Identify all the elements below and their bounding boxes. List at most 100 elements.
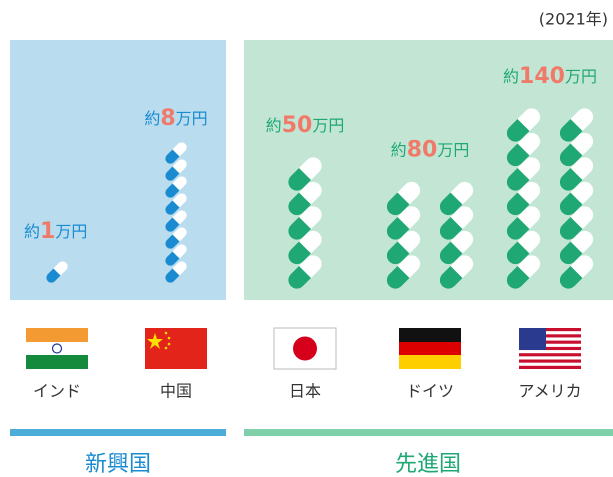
emerging-panel (10, 40, 226, 300)
pill-color (439, 265, 463, 289)
pill-color (559, 192, 583, 216)
pill-color (386, 241, 410, 265)
pill-color (165, 251, 180, 266)
pill-color (288, 216, 312, 240)
label-number: 80 (407, 138, 438, 163)
country-name: 中国 (160, 382, 192, 401)
pill-color (288, 265, 312, 289)
pill (288, 157, 322, 191)
pill (506, 255, 541, 289)
pill (386, 181, 421, 216)
label-unit: 万円 (437, 140, 469, 159)
pill (288, 206, 322, 240)
pill-color (165, 183, 180, 198)
pill (165, 261, 187, 283)
pill-stack (506, 108, 594, 289)
pill-color (506, 216, 530, 240)
pill (559, 230, 594, 265)
emerging-bar (10, 429, 226, 436)
pill (439, 230, 474, 265)
pill-color (386, 265, 410, 289)
pill-color (506, 241, 530, 265)
pill (559, 206, 594, 240)
pill (165, 159, 187, 181)
country-name: アメリカ (518, 382, 581, 401)
pill (559, 108, 594, 142)
label-number: 140 (519, 64, 565, 89)
pill-stack (386, 181, 474, 289)
country-name: 日本 (289, 382, 321, 401)
pill (559, 157, 594, 191)
pill (288, 255, 322, 289)
pill-color (439, 241, 463, 265)
label-number: 1 (40, 219, 55, 244)
pill (439, 181, 474, 216)
label-unit: 万円 (55, 222, 87, 241)
pill-color (506, 167, 530, 191)
flag-germany (399, 328, 461, 369)
pill (165, 193, 187, 215)
pill-stack (46, 261, 68, 283)
pill (506, 181, 541, 216)
year-note: (2021年) (539, 10, 608, 29)
value-label: 約8万円 (144, 106, 207, 131)
pill (506, 230, 541, 265)
developed-bar (244, 429, 613, 436)
label-prefix: 約 (144, 109, 160, 128)
pill (165, 142, 187, 164)
pill-color (386, 216, 410, 240)
pill-white (288, 206, 322, 240)
pill (165, 210, 187, 232)
pill-color (165, 149, 180, 164)
pill-color (506, 265, 530, 289)
pill-color (559, 143, 583, 167)
value-label: 約140万円 (503, 64, 597, 89)
pill (559, 181, 594, 216)
pill-color (288, 192, 312, 216)
label-unit: 万円 (565, 67, 597, 86)
pill-color (288, 241, 312, 265)
pill-stack (288, 157, 322, 289)
pill-color (506, 118, 530, 142)
pill-color (506, 143, 530, 167)
pill-color (559, 118, 583, 142)
pill (439, 206, 474, 240)
pill-color (165, 217, 180, 232)
pill (165, 244, 187, 266)
flag-india (26, 328, 88, 369)
pill (288, 230, 322, 265)
pill (386, 230, 421, 265)
label-prefix: 約 (391, 140, 407, 159)
pill (559, 132, 594, 167)
pill-color (559, 265, 583, 289)
pill-color (559, 241, 583, 265)
pill-color (559, 167, 583, 191)
pill (506, 157, 541, 191)
group-label: 先進国 (395, 452, 461, 477)
label-unit: 万円 (312, 116, 344, 135)
pill-color (165, 166, 180, 181)
pill (506, 206, 541, 240)
value-label: 約80万円 (391, 138, 470, 163)
label-number: 8 (160, 106, 175, 131)
pill-color (46, 268, 61, 283)
pill-color (439, 192, 463, 216)
value-label: 約1万円 (24, 219, 87, 244)
label-number: 50 (282, 113, 313, 138)
pill-color (559, 216, 583, 240)
pill-color (165, 234, 180, 249)
pill (386, 255, 421, 289)
group-label: 新興国 (85, 452, 151, 477)
pill (46, 261, 68, 283)
label-unit: 万円 (176, 109, 208, 128)
pill-color (288, 167, 312, 191)
pill-color (506, 192, 530, 216)
flag-japan (273, 327, 337, 370)
country-name: ドイツ (406, 382, 454, 401)
pill (288, 181, 322, 216)
value-label: 約50万円 (266, 113, 345, 138)
country-name: インド (33, 382, 81, 401)
pill-color (439, 216, 463, 240)
flag-usa (519, 328, 581, 369)
